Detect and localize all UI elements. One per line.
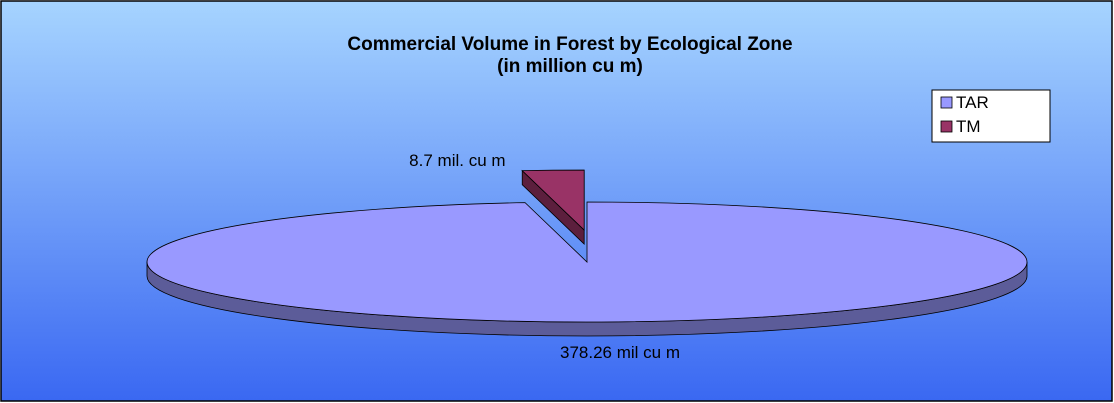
legend-swatch <box>940 120 953 133</box>
data-label: 8.7 mil. cu m <box>409 151 506 170</box>
chart-title: Commercial Volume in Forest by Ecologica… <box>347 34 792 55</box>
pie-slice <box>146 201 1028 323</box>
pie-slice <box>521 169 585 231</box>
legend-swatch <box>940 96 953 109</box>
chart-subtitle: (in million cu m) <box>497 56 643 77</box>
legend-label: TAR <box>956 93 989 112</box>
data-label: 378.26 mil cu m <box>560 343 680 362</box>
legend-label: TM <box>956 117 981 136</box>
